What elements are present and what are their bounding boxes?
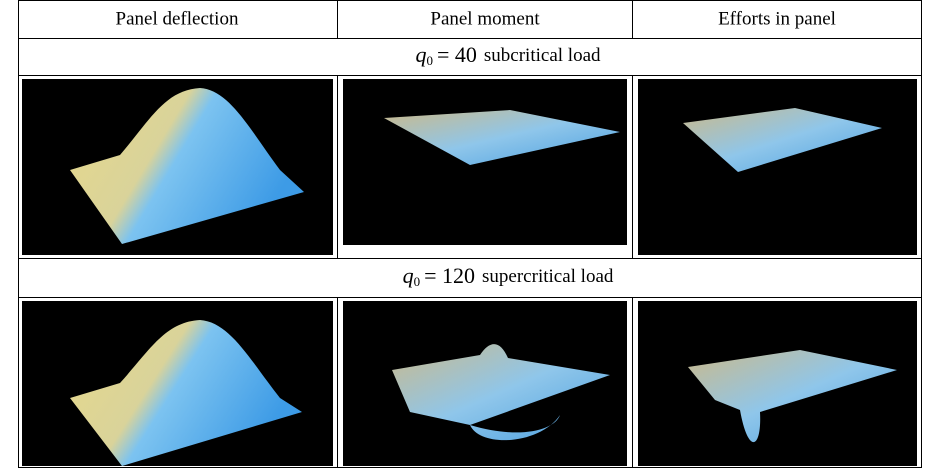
table-figure: Panel deflection Panel moment Efforts in… [0, 0, 939, 468]
section-label: q0 = 40 subcritical load [415, 42, 601, 68]
section-text: subcritical load [484, 45, 601, 66]
equation: = 120 [424, 263, 475, 288]
column-header: Panel deflection [116, 8, 239, 29]
equation: = 40 [437, 42, 477, 67]
column-header: Efforts in panel [718, 8, 836, 29]
section-label: q0= 120 supercritical load [403, 263, 614, 289]
variable: q [403, 263, 414, 288]
image-efforts [638, 301, 917, 466]
image-efforts [638, 79, 917, 255]
image-deflection [22, 301, 333, 466]
column-header: Panel moment [430, 8, 540, 29]
image-deflection [22, 79, 333, 255]
variable: q [415, 42, 426, 67]
image-moment [343, 79, 627, 245]
section-text: supercritical load [482, 266, 614, 287]
subscript: 0 [426, 53, 433, 68]
subscript: 0 [414, 274, 421, 289]
image-moment [343, 301, 627, 466]
